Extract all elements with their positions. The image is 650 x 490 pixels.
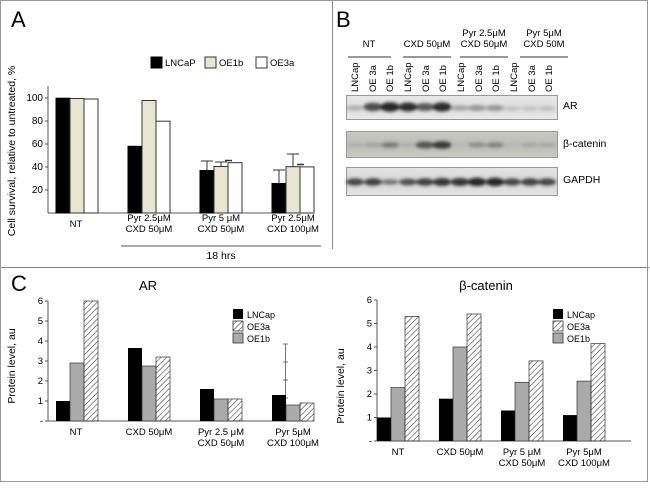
svg-text:β-catenin: β-catenin — [459, 278, 513, 293]
svg-text:NT: NT — [392, 447, 405, 458]
svg-text:OE1b: OE1b — [567, 334, 590, 344]
svg-text:CXD 100μM: CXD 100μM — [267, 438, 319, 449]
svg-text:CXD 50μM: CXD 50μM — [437, 447, 484, 458]
svg-text:-: - — [369, 436, 372, 447]
svg-text:CXD 50μM: CXD 50μM — [126, 427, 173, 438]
svg-text:AR: AR — [139, 278, 157, 293]
svg-text:4: 4 — [367, 342, 372, 353]
svg-text:Pyr 5μM: Pyr 5μM — [275, 427, 311, 438]
svg-text:Pyr 5 μM: Pyr 5 μM — [503, 447, 541, 458]
svg-text:Pyr 5μM: Pyr 5μM — [566, 447, 602, 458]
svg-text:LNCap: LNCap — [567, 310, 595, 320]
svg-text:6: 6 — [38, 296, 43, 307]
svg-text:CXD 50μM: CXD 50μM — [198, 438, 245, 449]
svg-text:3: 3 — [367, 366, 372, 377]
svg-text:5: 5 — [367, 319, 372, 330]
svg-text:OE1b: OE1b — [247, 334, 270, 344]
svg-text:Protein level, au: Protein level, au — [335, 348, 347, 423]
svg-text:5: 5 — [38, 316, 43, 327]
svg-text:Protein level, au: Protein level, au — [6, 328, 18, 403]
svg-text:CXD 50μM: CXD 50μM — [499, 458, 546, 469]
svg-text:4: 4 — [38, 336, 43, 347]
svg-text:-: - — [40, 416, 43, 427]
svg-text:3: 3 — [38, 356, 43, 367]
svg-text:2: 2 — [38, 376, 43, 387]
svg-text:CXD 100μM: CXD 100μM — [558, 458, 610, 469]
svg-text:OE3a: OE3a — [567, 322, 590, 332]
svg-text:2: 2 — [367, 389, 372, 400]
svg-text:NT: NT — [70, 427, 83, 438]
svg-text:LNCap: LNCap — [247, 310, 275, 320]
svg-text:6: 6 — [367, 295, 372, 306]
svg-text:Pyr 2.5 μM: Pyr 2.5 μM — [198, 427, 244, 438]
svg-text:1: 1 — [38, 396, 43, 407]
svg-text:1: 1 — [367, 413, 372, 424]
svg-text:OE3a: OE3a — [247, 322, 270, 332]
